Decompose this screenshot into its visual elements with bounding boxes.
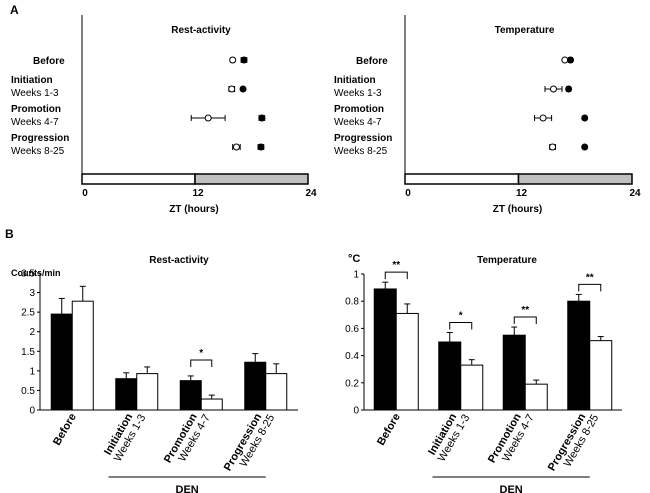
significance-marker: ** [392, 260, 400, 271]
chart-title: Temperature [495, 25, 555, 36]
row-sublabel: Weeks 8-25 [334, 146, 388, 157]
significance-marker: * [199, 348, 203, 359]
significance-marker: ** [521, 305, 529, 316]
open-point [228, 85, 236, 93]
row-sublabel: Weeks 4-7 [11, 117, 59, 128]
rest-activity-amplitude-chart: Rest-activity Counts/min 0 0.5 1 1.5 2 2.5 3 3.5 B… [11, 255, 298, 493]
filled-point [239, 85, 247, 93]
filled-point [567, 56, 575, 64]
open-bar [524, 383, 548, 411]
row-label: Before [33, 56, 65, 67]
y-tick-label: 0 [353, 406, 359, 417]
y-tick-label: 2 [29, 327, 35, 338]
group-label: DEN [176, 484, 199, 493]
significance-bracket [190, 359, 213, 367]
open-point [539, 114, 547, 122]
open-bar [395, 312, 419, 411]
y-tick-label: 0.6 [345, 324, 359, 335]
open-point [561, 56, 569, 64]
row-label: Before [356, 56, 388, 67]
x-axis-label: ZT (hours) [493, 204, 542, 215]
y-tick-label: 2.5 [21, 308, 35, 319]
open-point [232, 143, 240, 151]
row-label: Progression [11, 133, 69, 144]
group-label: DEN [500, 484, 523, 493]
filled-point [581, 143, 589, 151]
chart-title: Rest-activity [149, 255, 209, 266]
row-sublabel: Weeks 4-7 [334, 117, 382, 128]
y-tick-label: 0.2 [345, 378, 359, 389]
row-label: Initiation [11, 75, 53, 86]
dark-phase-bar [194, 173, 309, 185]
open-point [204, 114, 212, 122]
x-tick-label: 12 [192, 188, 204, 199]
chart-title: Temperature [477, 255, 537, 266]
x-tick-label: 24 [305, 188, 317, 199]
filled-bar [567, 300, 591, 411]
significance-bracket [513, 316, 537, 325]
temperature-phase-chart: Temperature Before Initiation Weeks 1-3 Prom… [334, 15, 641, 215]
open-bar [71, 300, 94, 411]
significance-bracket [449, 321, 473, 330]
filled-bar [115, 378, 138, 411]
y-tick-label: 0 [29, 406, 35, 417]
filled-point [258, 114, 266, 122]
y-tick-label: 1 [353, 270, 359, 281]
light-phase-bar [81, 173, 196, 185]
x-tick-label: 12 [516, 188, 528, 199]
filled-bar [179, 380, 202, 411]
row-sublabel: Weeks 1-3 [11, 88, 59, 99]
y-tick-label: 0.5 [21, 386, 35, 397]
row-sublabel: Weeks 1-3 [334, 88, 382, 99]
category-label: Before [51, 412, 79, 448]
filled-point [565, 85, 573, 93]
x-tick-label: 24 [629, 188, 641, 199]
light-phase-bar [404, 173, 520, 185]
significance-marker: ** [586, 272, 594, 283]
filled-bar [373, 288, 397, 411]
filled-point [240, 56, 248, 64]
dark-phase-bar [517, 173, 633, 185]
significance-bracket [578, 283, 602, 292]
y-tick-label: 3.5 [21, 269, 35, 280]
row-label: Promotion [334, 104, 384, 115]
chart-title: Rest-activity [171, 25, 231, 36]
filled-bar [244, 361, 267, 411]
y-axis-label: °C [348, 253, 360, 265]
x-axis-label: ZT (hours) [169, 204, 218, 215]
filled-bar [50, 313, 73, 411]
significance-marker: * [459, 310, 463, 321]
open-point [549, 143, 557, 151]
rest-activity-phase-chart: Rest-activity Before Initiation Weeks 1-3 Pr… [11, 15, 317, 215]
x-tick-label: 0 [405, 188, 411, 199]
y-tick-label: 1.5 [21, 347, 35, 358]
open-bar [200, 398, 223, 411]
open-bar [589, 340, 613, 411]
filled-point [581, 114, 589, 122]
open-bar [265, 373, 288, 411]
row-label: Initiation [334, 75, 376, 86]
y-axis-label: Counts/min [11, 268, 61, 278]
category-label: Before [375, 412, 403, 448]
y-tick-label: 3 [29, 288, 35, 299]
filled-point [257, 143, 265, 151]
significance-bracket [384, 271, 408, 280]
filled-bar [438, 341, 462, 411]
row-sublabel: Weeks 8-25 [11, 146, 65, 157]
open-bar [136, 373, 159, 411]
y-tick-label: 0.8 [345, 297, 359, 308]
open-point [229, 56, 237, 64]
open-point [549, 85, 557, 93]
y-tick-label: 1 [29, 366, 35, 377]
y-tick-label: 0.4 [345, 351, 359, 362]
panel-a-label: A [10, 3, 19, 17]
row-label: Progression [334, 133, 392, 144]
row-label: Promotion [11, 104, 61, 115]
panel-b-label: B [5, 227, 14, 241]
open-bar [460, 364, 484, 411]
x-tick-label: 0 [82, 188, 88, 199]
filled-bar [502, 334, 526, 411]
